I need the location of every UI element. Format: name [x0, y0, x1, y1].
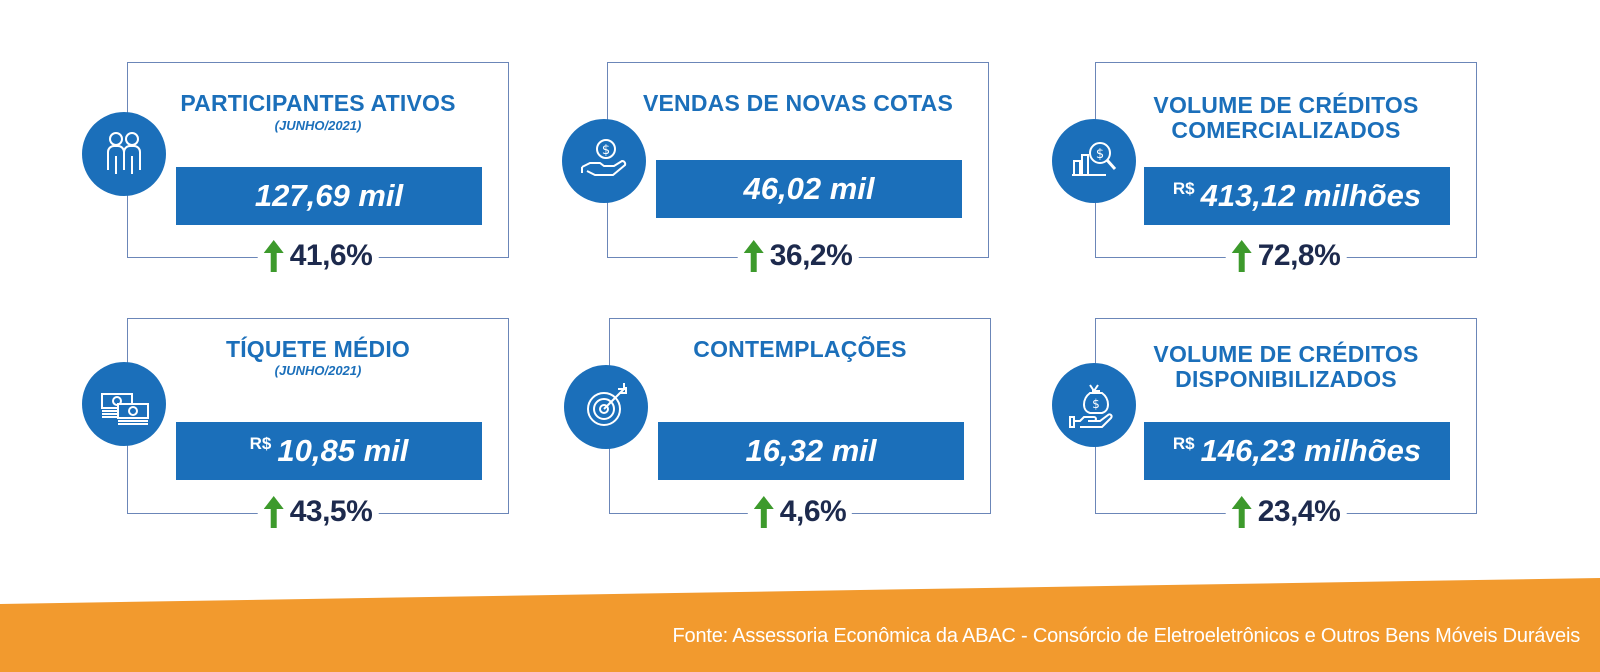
value-text: 146,23 milhões	[1200, 433, 1422, 468]
value-box: 127,69 mil	[176, 167, 482, 225]
arrow-up-icon	[263, 240, 284, 272]
svg-text:$: $	[602, 143, 610, 158]
card-volume-creditos-disponibilizados: VOLUME DE CRÉDITOS DISPONIBILIZADOS R$ 1…	[1095, 318, 1477, 529]
target-icon	[564, 365, 648, 449]
value-text: 127,69 mil	[254, 178, 404, 213]
value-text: 10,85 mil	[277, 433, 409, 468]
card-contemplacoes: CONTEMPLAÇÕES 16,32 mil 4,6%	[609, 318, 991, 529]
change-percent: 72,8%	[1257, 239, 1341, 272]
source-note: Fonte: Assessoria Econômica da ABAC - Co…	[672, 625, 1581, 647]
value-box: 16,32 mil	[658, 422, 964, 480]
card-vendas-novas-cotas: VENDAS DE NOVAS COTAS 46,02 mil 36,2%	[607, 62, 989, 273]
change-indicator: 72,8%	[1225, 239, 1347, 273]
change-indicator: 36,2%	[737, 239, 859, 273]
card-subtitle: (JUNHO/2021)	[274, 363, 362, 378]
change-indicator: 4,6%	[747, 495, 853, 529]
arrow-up-icon	[263, 496, 284, 528]
value-box: 46,02 mil	[656, 160, 962, 218]
card-participantes-ativos: PARTICIPANTES ATIVOS (JUNHO/2021) 127,69…	[127, 62, 509, 273]
money-bag-hand-icon: $	[1052, 363, 1136, 447]
currency-prefix: R$	[249, 434, 272, 453]
card-title-line-2: DISPONIBILIZADOS	[1175, 366, 1397, 392]
card-title: CONTEMPLAÇÕES	[693, 336, 907, 362]
value-box: R$ 413,12 milhões	[1144, 167, 1450, 225]
arrow-up-icon	[1231, 496, 1252, 528]
value-box: R$ 10,85 mil	[176, 422, 482, 480]
svg-text:$: $	[1092, 397, 1100, 411]
change-percent: 41,6%	[289, 239, 373, 272]
change-indicator: 43,5%	[257, 495, 379, 529]
money-stack-icon	[82, 362, 166, 446]
card-title: TÍQUETE MÉDIO	[225, 336, 411, 362]
arrow-up-icon	[743, 240, 764, 272]
change-indicator: 41,6%	[257, 239, 379, 273]
change-percent: 4,6%	[779, 495, 847, 528]
hand-coin-icon: $	[562, 119, 646, 203]
change-indicator: 23,4%	[1225, 495, 1347, 529]
change-percent: 23,4%	[1257, 495, 1341, 528]
value-text: 16,32 mil	[745, 433, 877, 468]
change-percent: 36,2%	[769, 239, 853, 272]
card-title: PARTICIPANTES ATIVOS	[180, 90, 456, 116]
card-title-line-2: COMERCIALIZADOS	[1171, 117, 1401, 143]
chart-magnifier-icon: $	[1052, 119, 1136, 203]
arrow-up-icon	[1231, 240, 1252, 272]
currency-prefix: R$	[1172, 434, 1195, 453]
card-tiquete-medio: TÍQUETE MÉDIO (JUNHO/2021) R$ 10,85 mil …	[127, 318, 509, 529]
value-text: 413,12 milhões	[1200, 178, 1422, 213]
card-volume-creditos-comercializados: VOLUME DE CRÉDITOS COMERCIALIZADOS R$ 41…	[1095, 62, 1477, 273]
value-box: R$ 146,23 milhões	[1144, 422, 1450, 480]
value-text: 46,02 mil	[743, 171, 875, 206]
arrow-up-icon	[753, 496, 774, 528]
card-title-line-1: VOLUME DE CRÉDITOS	[1153, 92, 1419, 118]
svg-text:$: $	[1096, 147, 1104, 162]
currency-prefix: R$	[1172, 179, 1195, 198]
card-subtitle: (JUNHO/2021)	[274, 118, 362, 133]
people-icon	[82, 112, 166, 196]
card-title-line-1: VOLUME DE CRÉDITOS	[1153, 341, 1419, 367]
card-title: VENDAS DE NOVAS COTAS	[642, 90, 954, 116]
change-percent: 43,5%	[289, 495, 373, 528]
